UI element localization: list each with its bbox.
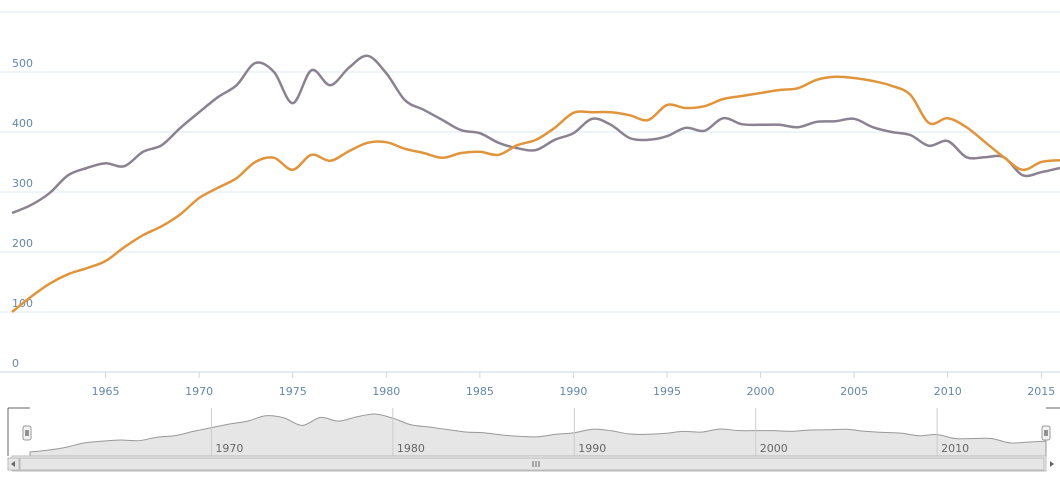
navigator-area [29, 413, 1047, 457]
line-series [11, 54, 1060, 215]
navigator-tick-label: 1990 [578, 442, 606, 455]
x-tick-label: 1990 [559, 385, 587, 398]
x-tick-label: 1975 [279, 385, 307, 398]
y-tick-label: 300 [12, 177, 33, 190]
navigator-tick-label: 2000 [760, 442, 788, 455]
x-tick-label: 1965 [92, 385, 120, 398]
scroll-left-arrow [11, 461, 15, 467]
y-tick-label: 500 [12, 57, 33, 70]
y-tick-label: 200 [12, 237, 33, 250]
navigator-tick-label: 2010 [941, 442, 969, 455]
navigator-tick-label: 1980 [397, 442, 425, 455]
x-tick-label: 1980 [372, 385, 400, 398]
line-series [11, 75, 1060, 313]
x-tick-label: 1985 [466, 385, 494, 398]
x-tick-label: 2005 [840, 385, 868, 398]
scrollbar-grip [532, 461, 540, 467]
navigator-handle[interactable] [22, 425, 32, 441]
x-tick-label: 1970 [185, 385, 213, 398]
x-tick-label: 2000 [747, 385, 775, 398]
navigator-tick-label: 1970 [215, 442, 243, 455]
scroll-right-arrow [1050, 461, 1054, 467]
x-tick-label: 2010 [934, 385, 962, 398]
x-tick-label: 1995 [653, 385, 681, 398]
y-tick-label: 400 [12, 117, 33, 130]
scrollbar-thumb[interactable] [19, 457, 1045, 471]
navigator: 1970 1980 1990 2000 2010 [7, 407, 1060, 457]
navigator-handle[interactable] [1041, 425, 1051, 441]
x-tick-label: 2015 [1027, 385, 1055, 398]
y-tick-label: 0 [12, 357, 19, 370]
